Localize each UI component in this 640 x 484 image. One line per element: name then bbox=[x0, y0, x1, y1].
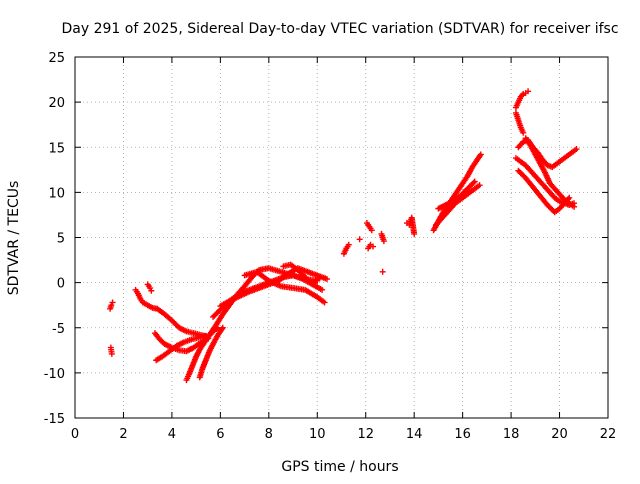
x-tick-label: 22 bbox=[600, 427, 617, 442]
x-tick-label: 4 bbox=[168, 427, 176, 442]
x-tick-label: 18 bbox=[503, 427, 520, 442]
series-arc-d bbox=[153, 332, 209, 364]
data-point bbox=[476, 182, 483, 189]
series-band-2 bbox=[432, 182, 483, 228]
x-tick-label: 8 bbox=[265, 427, 273, 442]
data-point bbox=[571, 203, 578, 210]
data-point bbox=[316, 274, 323, 281]
series-high-1 bbox=[512, 88, 532, 111]
data-point bbox=[108, 350, 115, 357]
y-tick-label: -5 bbox=[52, 322, 65, 337]
data-point bbox=[379, 268, 386, 275]
data-point bbox=[148, 287, 155, 294]
data-point bbox=[315, 275, 322, 282]
series-iso-11 bbox=[340, 241, 352, 257]
data-point bbox=[470, 179, 477, 186]
data-point bbox=[380, 238, 387, 245]
data-point bbox=[109, 299, 116, 306]
y-tick-label: -15 bbox=[44, 412, 65, 427]
data-point bbox=[411, 230, 418, 237]
data-point bbox=[566, 194, 573, 201]
data-point bbox=[147, 285, 154, 292]
data-point bbox=[369, 243, 376, 250]
x-axis-label: GPS time / hours bbox=[281, 459, 398, 475]
series-rise-4 bbox=[241, 268, 328, 306]
series-iso-11b bbox=[356, 236, 363, 243]
series-arc-b bbox=[144, 281, 155, 294]
data-point bbox=[345, 241, 352, 248]
data-point bbox=[573, 146, 580, 153]
x-tick-label: 6 bbox=[216, 427, 224, 442]
data-point bbox=[520, 129, 527, 136]
x-tick-label: 12 bbox=[357, 427, 374, 442]
data-point bbox=[471, 178, 478, 185]
y-tick-label: 5 bbox=[57, 232, 65, 247]
series-high-2 bbox=[512, 109, 527, 136]
series-dip-2 bbox=[196, 324, 226, 381]
data-point bbox=[219, 324, 226, 331]
axis-ticks: 0 2 4 6 8 10 12 14 16 18 20 22 -15 -10 -5 0 5 10 15 20 25 bbox=[44, 51, 617, 442]
chart-title: Day 291 of 2025, Sidereal Day-to-day VTE… bbox=[61, 21, 618, 37]
x-tick-label: 14 bbox=[406, 427, 423, 442]
series-iso-12c bbox=[378, 230, 387, 245]
x-tick-label: 0 bbox=[71, 427, 79, 442]
y-tick-label: 20 bbox=[48, 96, 65, 111]
y-tick-label: 0 bbox=[57, 277, 65, 292]
data-point bbox=[319, 286, 326, 293]
data-point bbox=[368, 227, 375, 234]
x-tick-label: 10 bbox=[309, 427, 326, 442]
data-point bbox=[108, 302, 115, 309]
series-early-2 bbox=[107, 344, 115, 357]
data-point bbox=[356, 236, 363, 243]
series-mid-3 bbox=[515, 167, 573, 216]
y-tick-label: -10 bbox=[44, 367, 65, 382]
data-point bbox=[525, 88, 532, 95]
series-iso-12 bbox=[363, 220, 375, 234]
y-tick-label: 10 bbox=[48, 186, 65, 201]
data-point bbox=[323, 276, 330, 283]
series-rise-5 bbox=[280, 261, 323, 288]
y-axis-label: SDTVAR / TECUs bbox=[6, 181, 22, 296]
y-tick-label: 25 bbox=[48, 51, 65, 66]
data-points bbox=[107, 88, 580, 384]
series-mid-4 bbox=[522, 135, 578, 210]
y-tick-label: 15 bbox=[48, 141, 65, 156]
series-iso-14 bbox=[403, 214, 418, 237]
x-tick-label: 16 bbox=[454, 427, 471, 442]
series-band-3 bbox=[435, 178, 478, 212]
series-early-1 bbox=[107, 299, 116, 312]
x-tick-label: 20 bbox=[551, 427, 568, 442]
series-iso-12b bbox=[365, 241, 376, 252]
series-iso-12d bbox=[379, 268, 386, 275]
x-tick-label: 2 bbox=[119, 427, 127, 442]
data-point bbox=[321, 299, 328, 306]
data-point bbox=[477, 151, 484, 158]
